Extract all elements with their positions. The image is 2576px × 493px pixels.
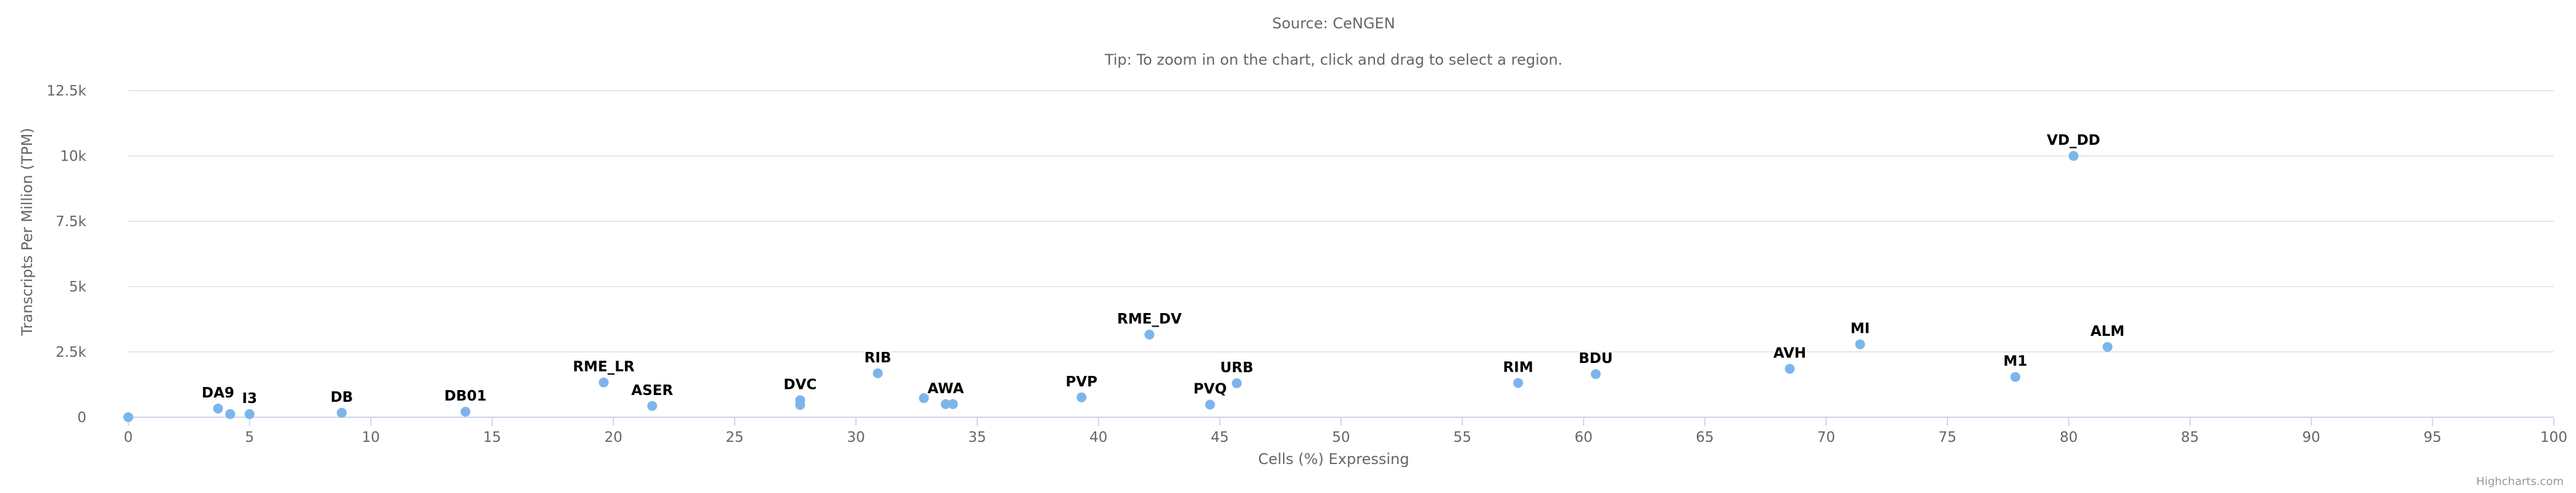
point-label: MI: [1851, 321, 1870, 337]
scatter-point[interactable]: [2010, 372, 2021, 382]
scatter-point[interactable]: [795, 400, 806, 410]
x-tick-label: 100: [2540, 430, 2567, 446]
x-tick-label: 15: [483, 430, 501, 446]
x-tick-label: 95: [2424, 430, 2442, 446]
scatter-point[interactable]: [941, 399, 951, 409]
x-axis: 0 5 10 15 20 25 30 35 40 45 50 55 60 65 70 75 80 85 90 95 10…: [124, 417, 2567, 446]
x-tick-label: 65: [1696, 430, 1714, 446]
scatter-point[interactable]: [1785, 364, 1795, 374]
scatter-point[interactable]: [1076, 392, 1087, 402]
y-tick-label: 10k: [60, 149, 86, 165]
x-tick-label: 60: [1575, 430, 1593, 446]
x-tick-label: 90: [2302, 430, 2320, 446]
x-tick-label: 20: [605, 430, 622, 446]
x-tick-label: 50: [1332, 430, 1350, 446]
point-label: RIB: [864, 350, 891, 366]
y-axis-ticks: 0 2.5k 5k 7.5k 10k 12.5k: [46, 83, 86, 426]
point-label: RIM: [1503, 359, 1533, 375]
point-label: DB: [331, 389, 353, 405]
chart-source-subtitle: Source: CeNGEN: [1272, 15, 1395, 32]
scatter-point[interactable]: [123, 412, 133, 422]
data-points[interactable]: [123, 151, 2113, 422]
scatter-point[interactable]: [337, 407, 347, 418]
point-label: VD_DD: [2047, 132, 2100, 149]
scatter-point[interactable]: [1205, 399, 1215, 410]
point-label: ALM: [2091, 324, 2124, 340]
point-label: AWA: [928, 381, 964, 397]
x-tick-label: 25: [725, 430, 743, 446]
scatter-point[interactable]: [1144, 330, 1155, 340]
point-label: URB: [1220, 360, 1253, 376]
scatter-point[interactable]: [647, 401, 658, 411]
x-tick-label: 0: [124, 430, 133, 446]
chart-tip-subtitle: Tip: To zoom in on the chart, click and …: [1104, 51, 1563, 68]
point-label: M1: [2004, 354, 2028, 370]
x-axis-title: Cells (%) Expressing: [1258, 450, 1410, 468]
y-tick-label: 0: [77, 410, 86, 426]
x-tick-label: 80: [2060, 430, 2078, 446]
point-label: AVH: [1773, 346, 1806, 362]
point-label: I3: [242, 391, 257, 407]
scatter-point[interactable]: [460, 407, 471, 417]
point-label: DVC: [783, 377, 817, 393]
scatter-point[interactable]: [1513, 378, 1524, 388]
scatter-point[interactable]: [1231, 378, 1242, 388]
scatter-point[interactable]: [919, 393, 929, 404]
scatter-point[interactable]: [225, 409, 236, 419]
scatter-point[interactable]: [1855, 339, 1865, 349]
point-label: DB01: [444, 388, 487, 404]
x-tick-label: 10: [362, 430, 380, 446]
x-tick-label: 30: [847, 430, 865, 446]
x-tick-label: 85: [2181, 430, 2199, 446]
point-label: ASER: [631, 383, 673, 399]
scatter-point[interactable]: [244, 409, 255, 419]
data-labels: DA9 I3 DB DB01 RME_LR ASER DVC RIB AWA PVP RME_DV P…: [200, 131, 2126, 409]
y-tick-label: 12.5k: [46, 83, 86, 99]
x-tick-label: 45: [1211, 430, 1229, 446]
scatter-point[interactable]: [2068, 151, 2079, 161]
y-axis-title: Transcripts Per Million (TPM): [19, 128, 36, 336]
point-label: RME_LR: [573, 359, 635, 375]
scatter-point[interactable]: [598, 377, 609, 388]
point-label: PVQ: [1194, 381, 1227, 397]
point-label: DA9: [202, 385, 234, 401]
x-tick-label: 5: [245, 430, 254, 446]
scatter-point[interactable]: [2102, 341, 2113, 352]
x-tick-label: 55: [1453, 430, 1471, 446]
x-tick-label: 40: [1089, 430, 1107, 446]
point-label: BDU: [1579, 351, 1612, 367]
scatter-point[interactable]: [1590, 369, 1601, 380]
x-tick-label: 70: [1817, 430, 1835, 446]
scatter-point[interactable]: [947, 399, 958, 409]
x-tick-label: 75: [1938, 430, 1956, 446]
x-tick-label: 35: [968, 430, 986, 446]
y-tick-label: 5k: [69, 279, 87, 295]
point-label: PVP: [1066, 374, 1098, 390]
scatter-point[interactable]: [213, 404, 223, 414]
scatter-point[interactable]: [872, 368, 883, 378]
credits-link[interactable]: Highcharts.com: [2476, 475, 2564, 488]
point-label: RME_DV: [1117, 311, 1182, 327]
y-tick-label: 7.5k: [56, 214, 87, 230]
y-tick-label: 2.5k: [56, 344, 87, 361]
